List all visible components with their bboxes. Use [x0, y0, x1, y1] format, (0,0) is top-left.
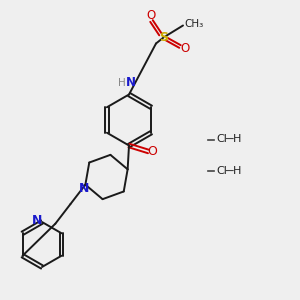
Text: H: H: [118, 77, 125, 88]
Text: O: O: [146, 9, 155, 22]
Text: Cl: Cl: [216, 134, 227, 145]
Text: ─: ─: [225, 164, 232, 178]
Text: N: N: [125, 76, 136, 89]
Text: H: H: [232, 134, 241, 145]
Text: N: N: [32, 214, 43, 227]
Text: ─: ─: [225, 133, 232, 146]
Text: O: O: [148, 145, 157, 158]
Text: O: O: [180, 41, 189, 55]
Text: Cl: Cl: [216, 166, 227, 176]
Text: H: H: [232, 166, 241, 176]
Text: N: N: [79, 182, 89, 195]
Text: S: S: [159, 31, 168, 44]
Text: CH₃: CH₃: [184, 19, 204, 29]
